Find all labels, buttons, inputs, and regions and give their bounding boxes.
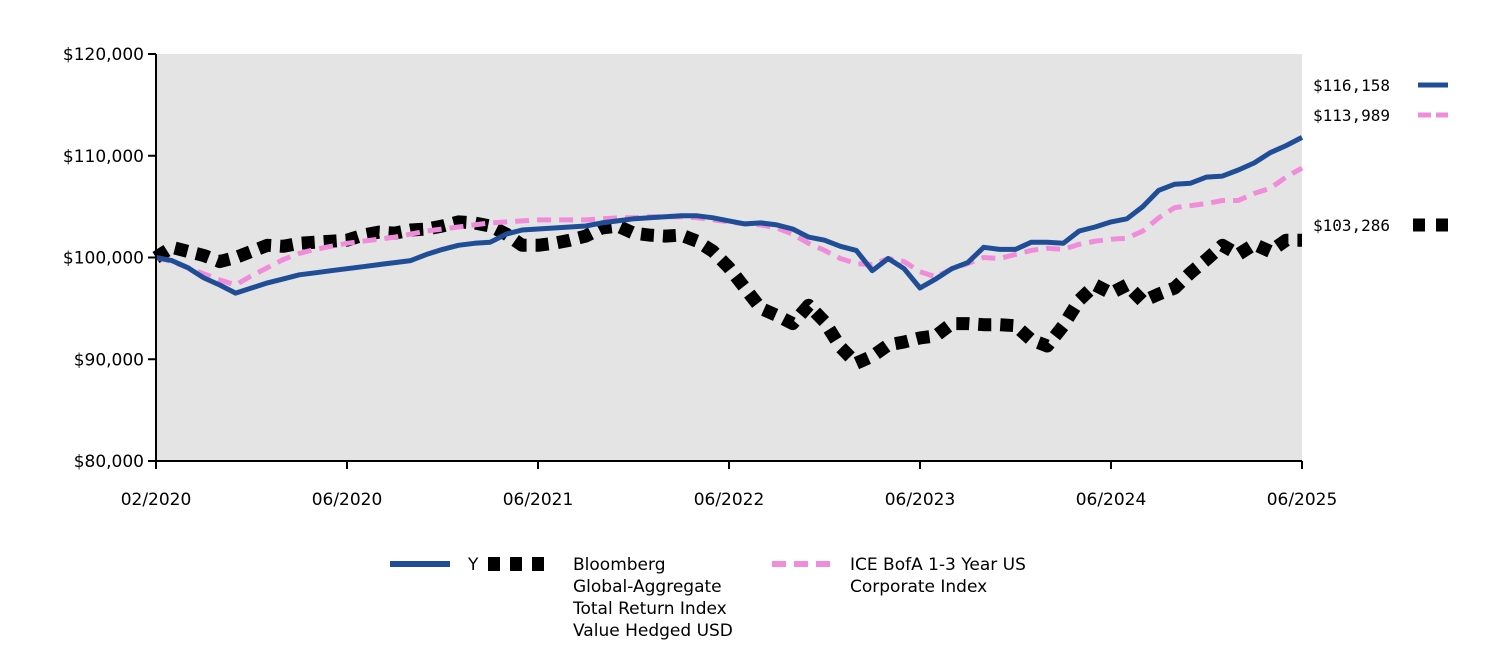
legend-swatch-y — [390, 561, 450, 567]
legend-item-ice-bofa: ICE BofA 1-3 Year US Corporate Index — [772, 554, 1026, 598]
x-tick-label: 06/2021 — [503, 490, 574, 510]
end-value-label: $116,158 — [1313, 76, 1390, 95]
y-tick-label: $100,000 — [63, 249, 144, 269]
x-tick-label: 06/2024 — [1076, 490, 1147, 510]
x-tick-label: 06/2020 — [312, 490, 383, 510]
line-chart: $80,000 $90,000 $100,000 $110,000 $120,000 02… — [63, 45, 1448, 510]
plot-area — [156, 54, 1302, 461]
end-value-label: $113,989 — [1313, 106, 1390, 125]
x-tick-label: 06/2022 — [694, 490, 765, 510]
legend-swatch-bloomberg — [488, 557, 548, 571]
legend-item-bloomberg: Bloomberg Global-Aggregate Total Return … — [488, 554, 733, 642]
y-tick-label: $120,000 — [63, 45, 144, 65]
legend-item-y: Y — [390, 554, 478, 576]
legend-label-bloomberg: Bloomberg Global-Aggregate Total Return … — [573, 555, 733, 641]
y-tick-label: $90,000 — [74, 350, 144, 370]
y-tick-label: $110,000 — [63, 147, 144, 167]
y-tick-label: $80,000 — [74, 452, 144, 472]
legend: Y Bloomberg Global-Aggregate Total Retur… — [0, 554, 1488, 654]
series-line-bloomberg-global-aggregate-total-return-index-value-hedged-usd — [152, 215, 1302, 370]
series-line-y — [155, 135, 1304, 296]
legend-label-y: Y — [468, 555, 479, 575]
x-tick-label: 06/2023 — [885, 490, 956, 510]
x-tick-label: 06/2025 — [1267, 490, 1338, 510]
end-value-label: $103,286 — [1313, 216, 1390, 235]
axes-layer: $80,000 $90,000 $100,000 $110,000 $120,000 02… — [63, 45, 1337, 510]
series-line-ice-bofa-1-3-year-us-corporate-index — [155, 165, 1304, 288]
series-layer — [152, 135, 1304, 370]
legend-label-ice-bofa: ICE BofA 1-3 Year US Corporate Index — [850, 555, 1026, 597]
x-tick-label: 02/2020 — [121, 490, 192, 510]
end-labels: $116,158 $113,989 $103,286 — [1313, 76, 1448, 235]
legend-swatch-ice-bofa — [772, 561, 832, 567]
